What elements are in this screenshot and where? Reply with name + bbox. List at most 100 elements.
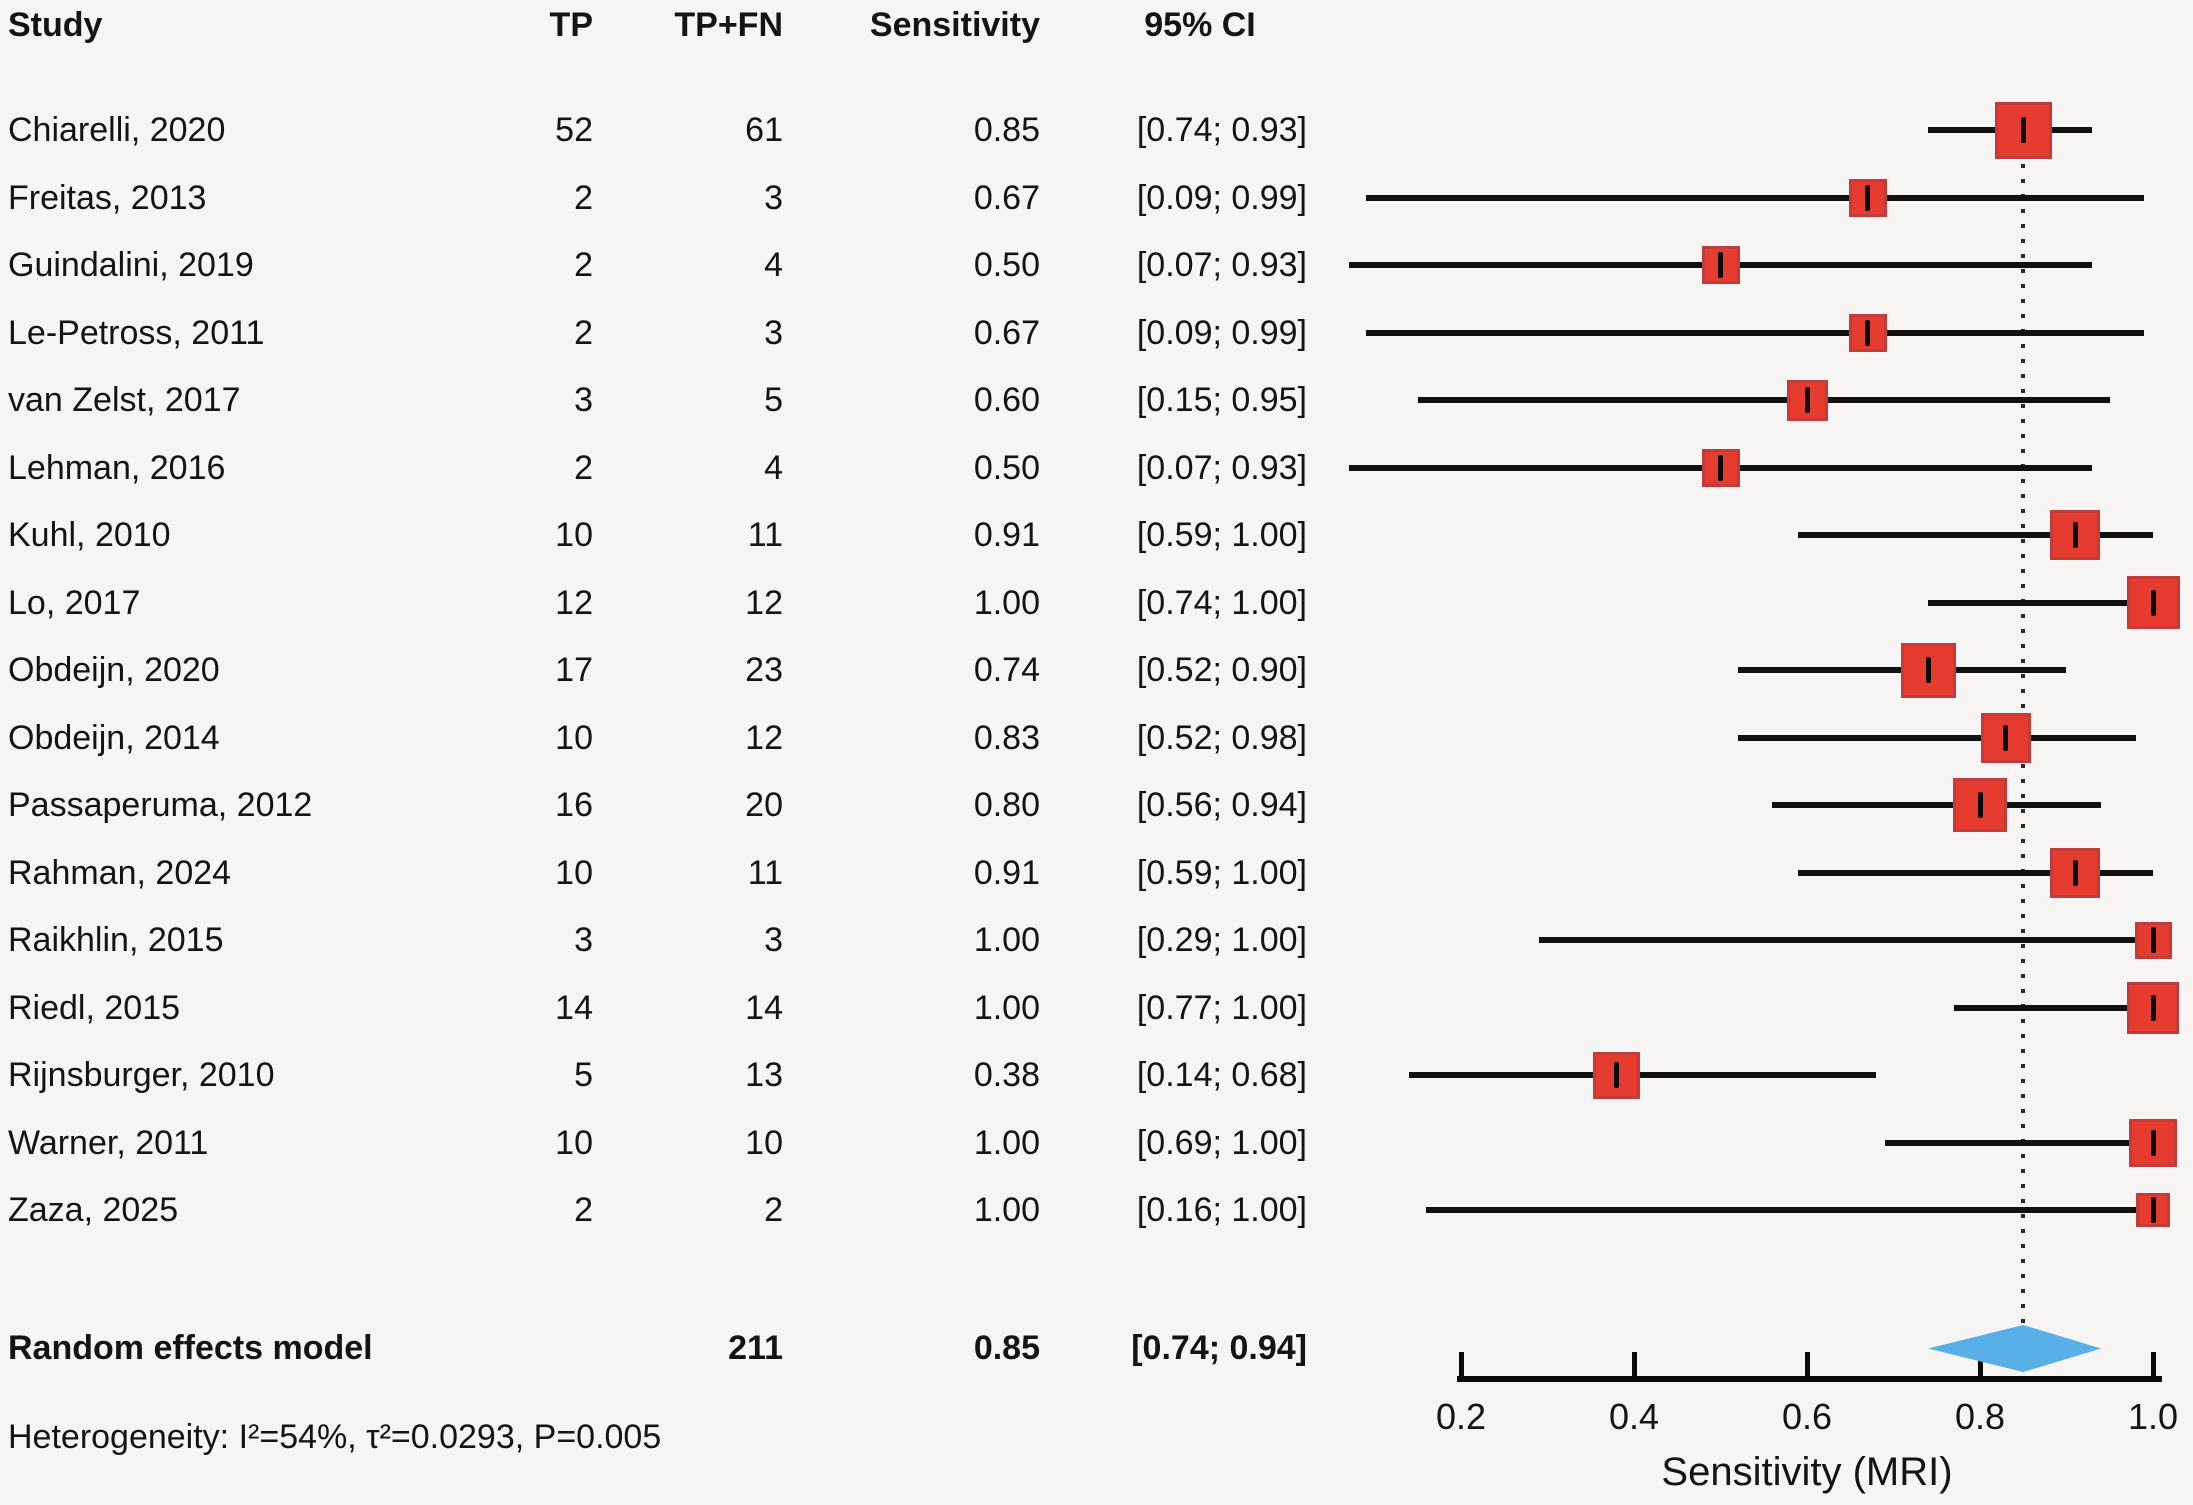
study-sensitivity: 1.00: [973, 1123, 1040, 1162]
study-tp: 12: [555, 583, 593, 622]
ci-interval-line: [1409, 1072, 1877, 1078]
estimate-marker: [1614, 1062, 1620, 1088]
study-sensitivity: 0.83: [973, 718, 1040, 757]
x-axis-tick: [1804, 1352, 1810, 1377]
study-name: Kuhl, 2010: [8, 516, 171, 554]
study-name: Passaperuma, 2012: [8, 786, 313, 824]
study-tp-fn: 2: [764, 1191, 783, 1229]
study-tp: 5: [574, 1056, 593, 1094]
study-ci: [0.07; 0.93]: [1136, 448, 1307, 487]
column-header-ci: 95% CI: [1144, 6, 1256, 44]
study-tp: 2: [574, 448, 593, 487]
x-axis-tick-label: 1.0: [2127, 1396, 2179, 1437]
study-sensitivity: 0.91: [973, 516, 1040, 554]
estimate-marker: [1865, 184, 1871, 211]
x-axis-line: [1457, 1376, 2162, 1382]
estimate-marker: [2150, 1197, 2156, 1223]
estimate-marker: [2150, 1129, 2156, 1156]
ci-interval-line: [1954, 1004, 2153, 1011]
study-tp-fn: 3: [764, 178, 783, 217]
study-ci: [0.29; 1.00]: [1136, 921, 1307, 959]
study-tp: 2: [574, 178, 593, 217]
study-ci: [0.14; 0.68]: [1136, 1056, 1307, 1094]
study-tp: 2: [574, 246, 593, 284]
study-tp-fn: 3: [764, 313, 783, 352]
estimate-marker: [1925, 657, 1931, 683]
study-tp-fn: 20: [745, 786, 783, 824]
study-ci: [0.52; 0.98]: [1136, 718, 1307, 757]
study-name: Raikhlin, 2015: [8, 921, 224, 959]
ci-interval-line: [1365, 329, 2145, 336]
summary-label: Random effects model: [8, 1329, 373, 1367]
x-axis-tick: [2150, 1352, 2156, 1377]
summary-tp-fn-total: 211: [728, 1329, 783, 1367]
estimate-marker: [1718, 252, 1723, 278]
x-axis-tick-label: 0.6: [1781, 1396, 1833, 1437]
study-name: Chiarelli, 2020: [8, 111, 226, 149]
study-tp-fn: 61: [745, 111, 783, 149]
study-sensitivity: 1.00: [973, 1191, 1040, 1229]
study-sensitivity: 0.67: [973, 313, 1040, 352]
study-sensitivity: 0.67: [973, 178, 1040, 217]
study-name: Obdeijn, 2020: [8, 651, 220, 689]
study-tp: 10: [555, 516, 593, 554]
study-tp: 10: [555, 718, 593, 757]
summary-sensitivity: 0.85: [973, 1329, 1040, 1367]
x-axis-tick-label: 0.8: [1954, 1396, 2006, 1437]
study-sensitivity: 0.80: [973, 786, 1040, 824]
ci-interval-line: [1538, 937, 2153, 943]
x-axis-tick: [1977, 1352, 1983, 1377]
column-header-sensitivity: Sensitivity: [869, 6, 1040, 44]
ci-interval-line: [1798, 532, 2153, 538]
ci-interval-line: [1426, 1207, 2153, 1213]
study-tp-fn: 13: [745, 1056, 783, 1094]
study-tp-fn: 10: [745, 1123, 783, 1162]
estimate-marker: [2020, 117, 2026, 143]
study-name: Rijnsburger, 2010: [8, 1056, 275, 1094]
x-axis-tick: [1458, 1352, 1464, 1377]
study-tp-fn: 11: [747, 853, 783, 892]
estimate-marker: [2150, 927, 2156, 953]
study-tp-fn: 4: [764, 246, 783, 284]
study-ci: [0.09; 0.99]: [1136, 178, 1307, 217]
study-tp-fn: 5: [764, 381, 783, 419]
study-name: Riedl, 2015: [8, 988, 181, 1027]
study-tp: 52: [555, 111, 593, 149]
x-axis-tick-label: 0.2: [1435, 1396, 1487, 1437]
heterogeneity-note: Heterogeneity: I²=54%, τ²=0.0293, P=0.00…: [8, 1418, 662, 1456]
ci-interval-line: [1884, 1139, 2153, 1146]
study-ci: [0.15; 0.95]: [1136, 381, 1307, 419]
summary-diamond: [1928, 1325, 2102, 1372]
study-tp: 3: [574, 381, 593, 419]
study-tp-fn: 14: [745, 988, 783, 1027]
estimate-square: [1900, 642, 1956, 698]
estimate-marker: [1977, 792, 1983, 818]
estimate-square: [1593, 1051, 1641, 1099]
study-name: Rahman, 2024: [8, 853, 232, 892]
study-sensitivity: 1.00: [973, 583, 1040, 622]
study-sensitivity: 0.60: [973, 381, 1040, 419]
study-sensitivity: 0.74: [973, 651, 1040, 689]
study-tp: 3: [574, 921, 593, 959]
ci-interval-line: [1772, 802, 2102, 808]
study-name: Lo, 2017: [8, 583, 141, 622]
study-tp: 2: [574, 313, 593, 352]
study-name: van Zelst, 2017: [8, 381, 241, 419]
ci-interval-line: [1928, 599, 2153, 606]
study-sensitivity: 0.38: [973, 1056, 1040, 1094]
study-ci: [0.52; 0.90]: [1136, 651, 1307, 689]
study-tp-fn: 4: [764, 448, 783, 487]
estimate-marker: [2072, 522, 2078, 548]
study-ci: [0.09; 0.99]: [1136, 313, 1307, 352]
study-tp: 14: [555, 988, 593, 1027]
ci-interval-line: [1737, 734, 2136, 741]
study-ci: [0.56; 0.94]: [1136, 786, 1307, 824]
study-tp-fn: 12: [745, 718, 783, 757]
study-ci: [0.74; 1.00]: [1136, 583, 1307, 622]
study-tp-fn: 23: [745, 651, 783, 689]
study-sensitivity: 0.85: [973, 111, 1040, 149]
column-header-tp-fn: TP+FN: [674, 6, 783, 44]
study-ci: [0.16; 1.00]: [1136, 1191, 1307, 1229]
study-name: Le-Petross, 2011: [8, 313, 265, 352]
